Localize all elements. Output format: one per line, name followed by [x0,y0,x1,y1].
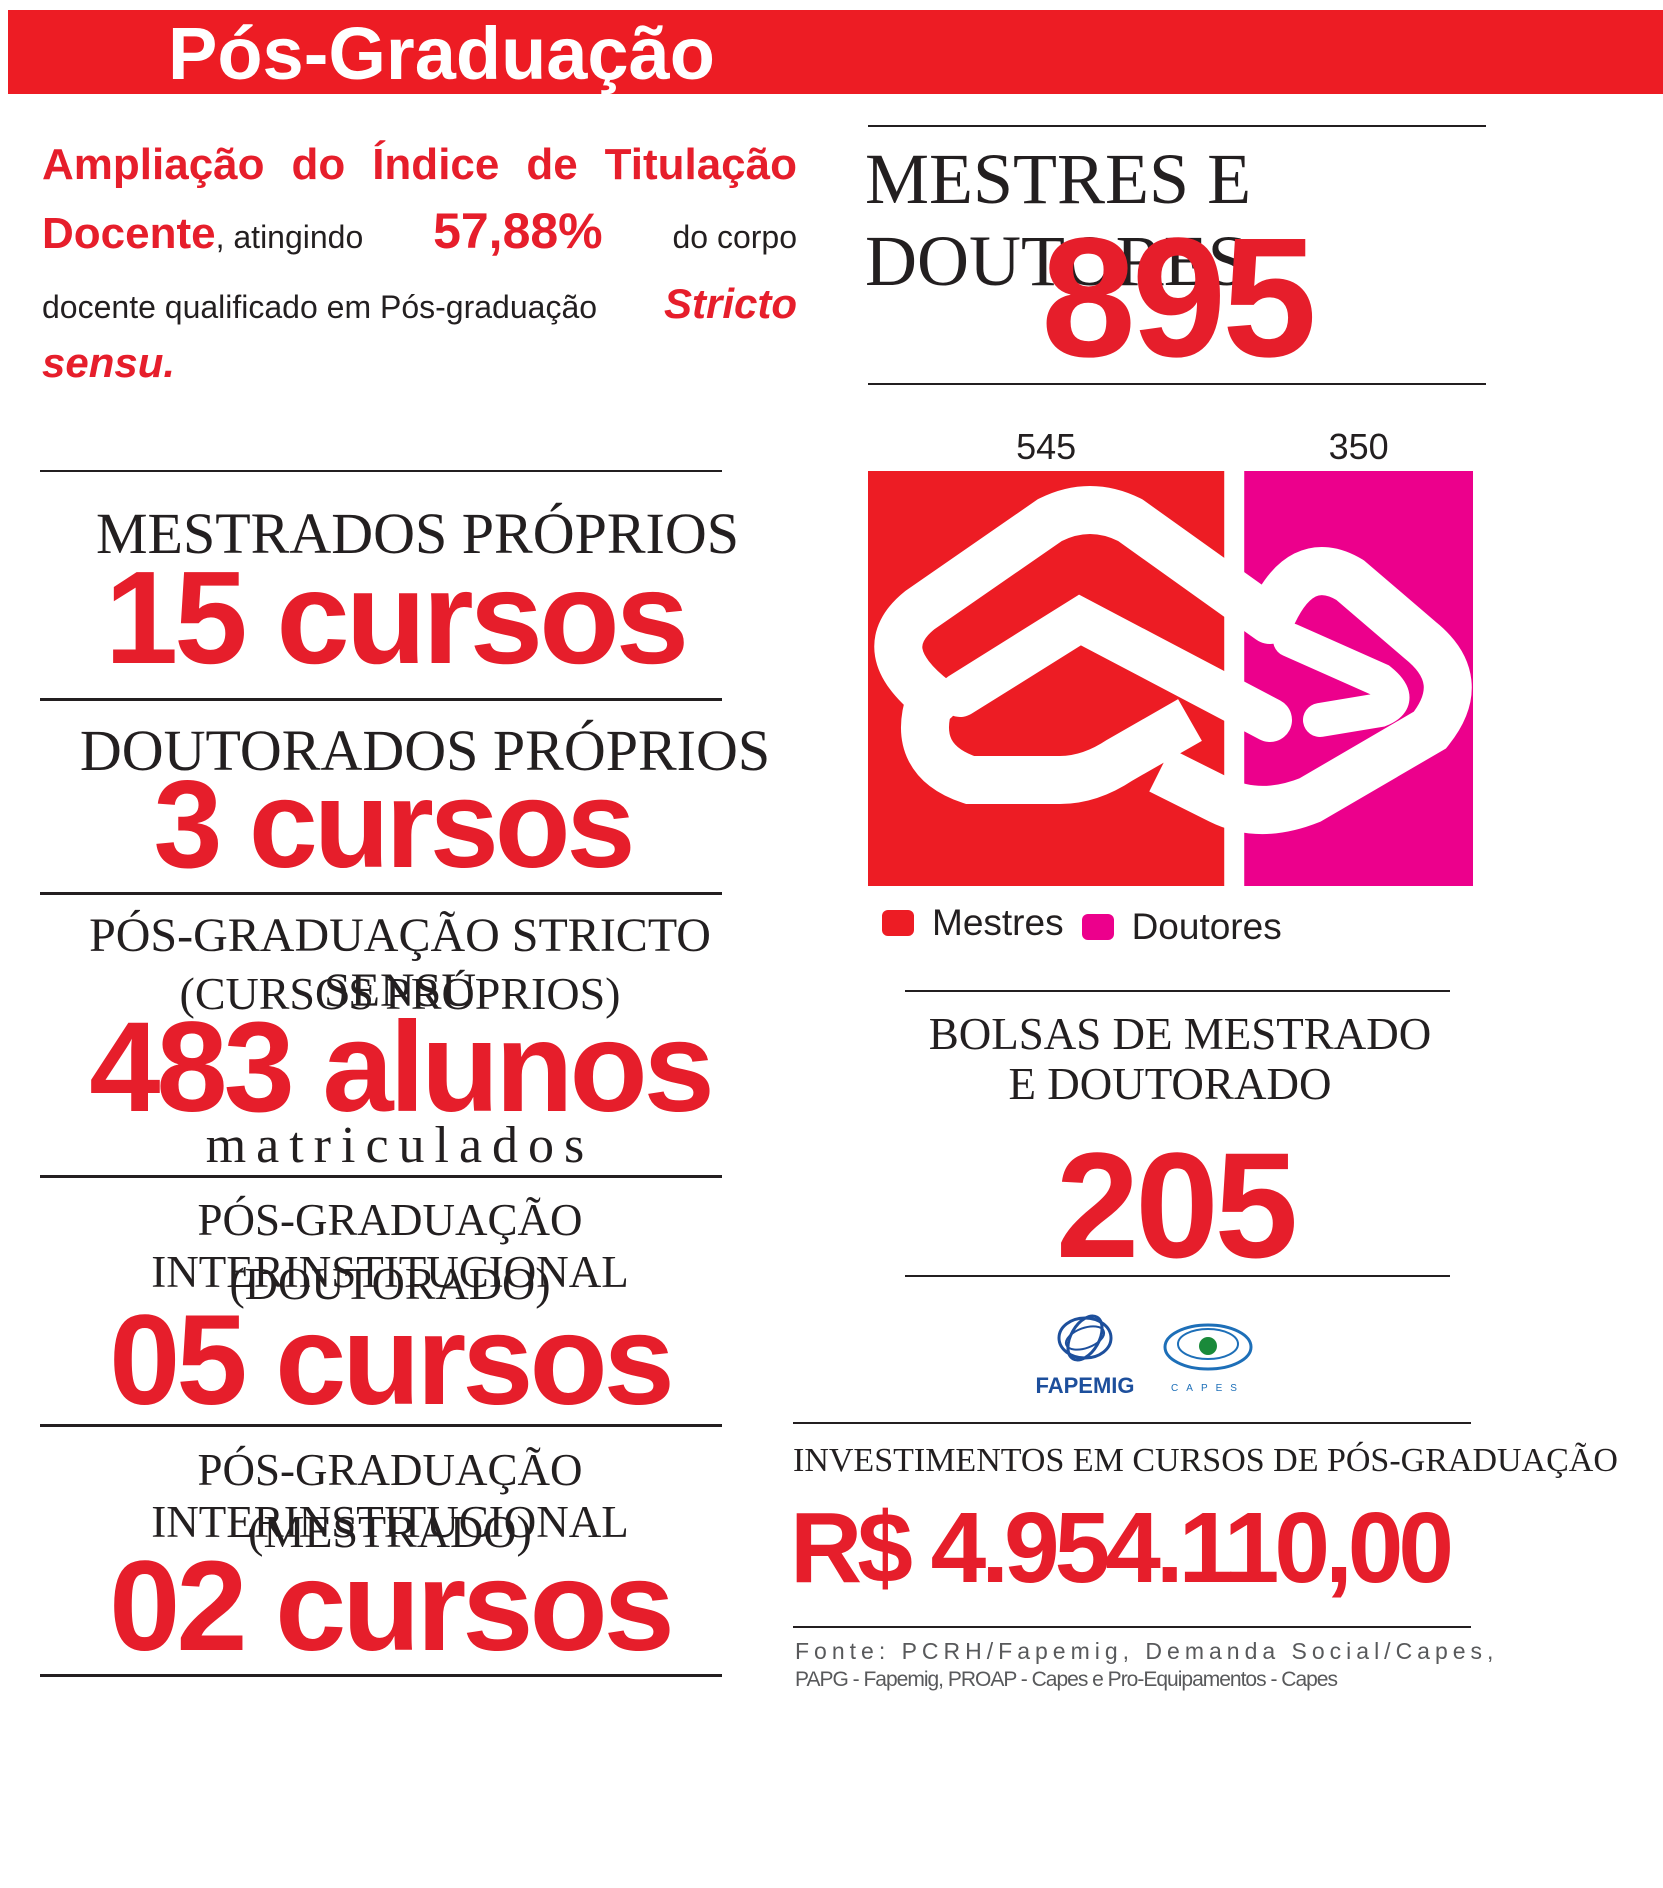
intro-line1: Ampliação do Índice de Titulação [42,140,797,189]
divider [905,1275,1450,1277]
fapemig-emblem-icon [1057,1314,1113,1362]
stat-heading-interinst-doc: PÓS-GRADUAÇÃO INTERINSTITUCIONAL [151,1195,629,1297]
source-line2: PAPG - Fapemig, PROAP - Capes e Pro-Equi… [795,1668,1338,1691]
intro-highlight-word: Docente [42,209,216,258]
intro-line3: docente qualificado em Pós-graduação [42,289,598,325]
intro-mid-text: , atingindo [215,219,364,255]
source-line1: Fonte: PCRH/Fapemig, Demanda Social/Cape… [795,1638,1499,1664]
stat-heading2-stricto: (CURSOS PRÓPRIOS) [179,968,621,1019]
legend-label-doutores: Doutores [1131,906,1282,947]
masters-doctors-heading: MESTRES E DOUTORES [865,139,1252,301]
stat-value-mestrados: 15 cursos [104,544,689,691]
university-logo-watermark [874,486,1472,834]
stat-value-interinst-mest: 02 cursos [109,1535,675,1678]
divider [40,698,722,701]
stat-value-stricto: 483 alunos [89,996,715,1139]
capes-emblem-icon [1163,1323,1253,1371]
legend-swatch-doutores [1081,914,1114,940]
intro-after-pct: do corpo [672,219,797,255]
divider [868,383,1486,385]
capes-label: CAPES [1171,1383,1245,1394]
intro-stricto: Stricto [663,280,797,327]
stat-heading-doutorados: DOUTORADOS PRÓPRIOS [79,718,771,783]
chart-legend: Mestres Doutores [882,902,1282,947]
stat-heading-interinst-mest: PÓS-GRADUAÇÃO INTERINSTITUCIONAL [151,1445,629,1547]
investment-value: R$ 4.954.110,00 [790,1492,1454,1604]
scholarships-heading1: BOLSAS DE MESTRADO [928,1009,1432,1059]
intro-sensu: sensu. [42,339,176,386]
divider [793,1422,1471,1424]
fapemig-label: FAPEMIG [1035,1373,1135,1398]
masters-doctors-chart: 545 350 [868,426,1473,886]
legend-swatch-mestres [882,910,914,936]
scholarships-heading2: E DOUTORADO [1008,1059,1332,1109]
intro-percentage: 57,88% [433,203,603,259]
investment-heading: INVESTIMENTOS EM CURSOS DE PÓS-GRADUAÇÃO [793,1442,1618,1479]
stat-sub-stricto: matriculados [205,1117,595,1174]
divider [40,1175,722,1178]
bar-value-label: 350 [1329,426,1389,467]
divider [40,470,722,472]
stat-heading2-interinst-doc: (DOUTORADO) [229,1258,551,1309]
header-band [8,10,1663,94]
divider [868,125,1486,127]
bar-value-label: 545 [1016,426,1076,467]
scholarships-value: 205 [1055,1121,1298,1289]
stat-heading2-interinst-mest: (MESTRADO) [248,1506,532,1557]
stat-heading-mestrados: MESTRADOS PRÓPRIOS [95,501,739,566]
divider [793,1626,1471,1628]
divider [40,892,722,895]
masters-doctors-total: 895 [1041,203,1317,393]
capes-logo: CAPES [1158,1318,1258,1398]
divider [905,990,1450,992]
stat-value-interinst-doc: 05 cursos [109,1289,675,1432]
page-title: Pós-Graduação [168,12,715,95]
divider [40,1424,722,1427]
stat-value-doutorados: 3 cursos [153,756,635,894]
legend-label-mestres: Mestres [932,902,1064,943]
intro-text: Ampliação do Índice de Titulação Docente… [42,135,797,388]
fapemig-logo: FAPEMIG [1025,1310,1145,1400]
divider [40,1674,722,1677]
stat-heading-stricto: PÓS-GRADUAÇÃO STRICTO SENSU [89,909,711,1017]
